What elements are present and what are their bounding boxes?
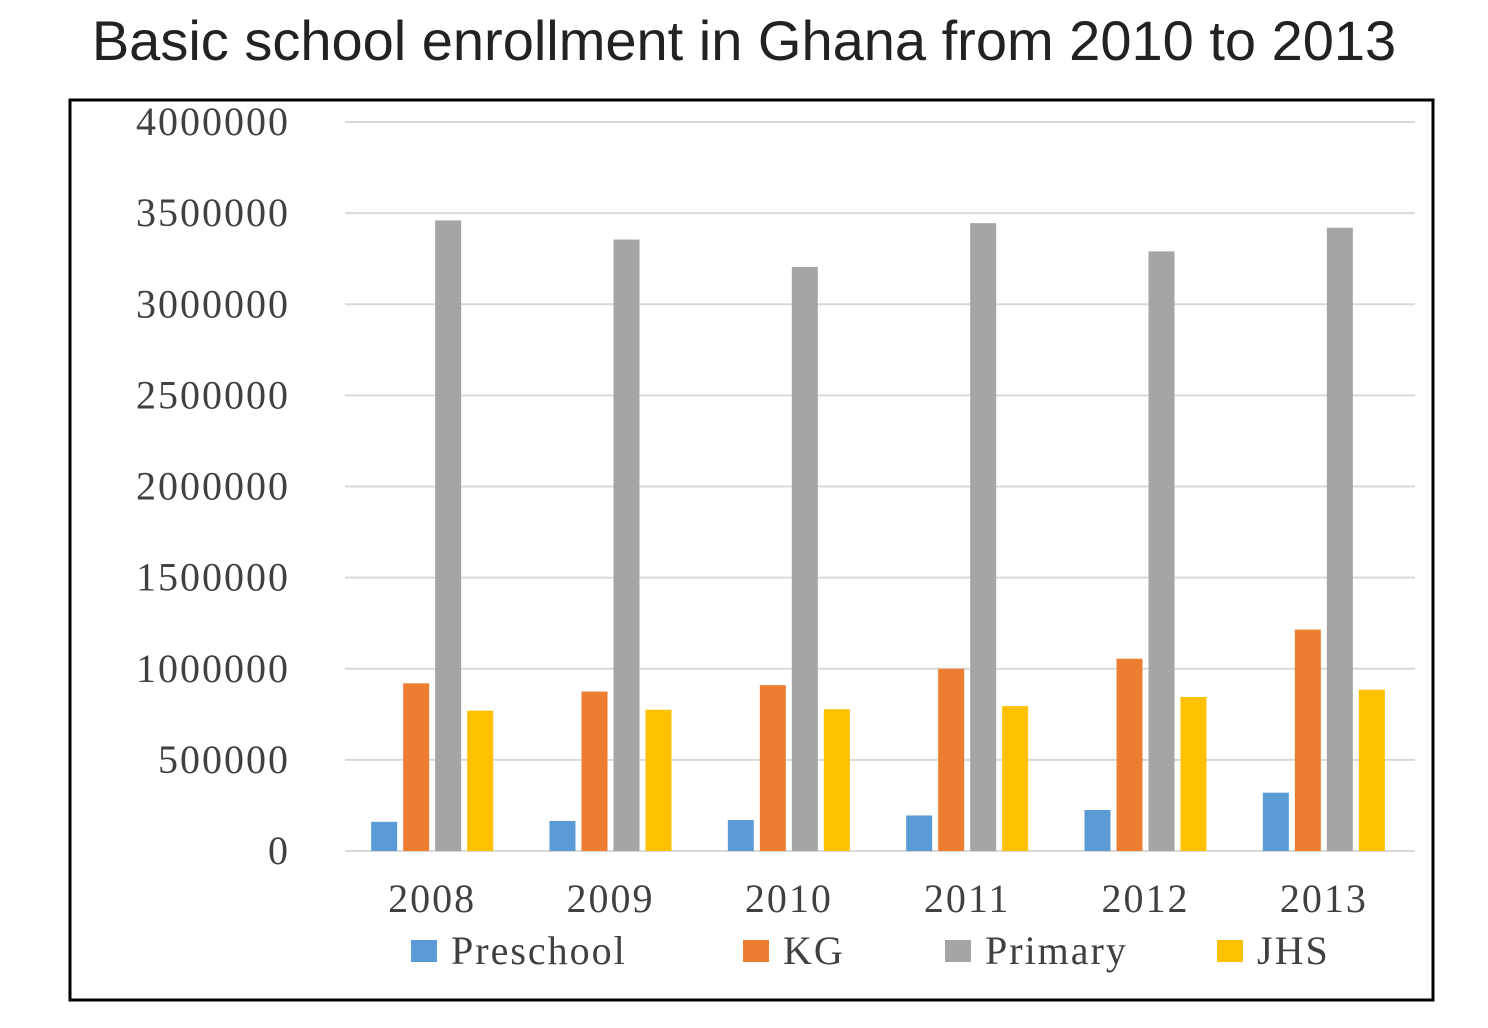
bar-jhs-2012 [1180,696,1207,851]
bar-kg-2008 [403,683,430,851]
y-tick-label: 1500000 [136,555,290,600]
bar-kg-2010 [759,685,786,851]
bar-primary-2013 [1326,227,1353,851]
x-axis-ticks: 2008 2009 2010 2011 2012 2013 [388,876,1368,921]
legend-swatch-primary [945,940,971,962]
legend-label-kg: KG [783,928,845,973]
bar-kg-2012 [1116,658,1143,851]
x-tick-label: 2008 [388,876,476,921]
bar-primary-2010 [791,266,818,851]
legend-label-jhs: JHS [1257,928,1330,973]
x-tick-label: 2011 [924,876,1011,921]
bar-primary-2008 [435,220,462,852]
bar-preschool-2009 [549,820,576,851]
chart-title: Basic school enrollment in Ghana from 20… [91,9,1397,72]
legend-swatch-jhs [1217,940,1243,962]
bar-kg-2013 [1294,629,1321,851]
bar-preschool-2012 [1084,809,1111,851]
bar-primary-2009 [613,239,640,851]
bar-preschool-2008 [371,821,398,851]
y-axis-ticks: 0 500000 1000000 1500000 2000000 2500000 30000… [136,99,290,873]
gridlines [345,121,1415,852]
bar-kg-2011 [938,668,965,851]
legend-label-primary: Primary [985,928,1128,973]
bar-jhs-2010 [823,709,850,851]
bar-primary-2012 [1148,251,1175,851]
bar-jhs-2011 [1002,706,1029,851]
bar-jhs-2009 [645,709,672,851]
y-tick-label: 4000000 [136,99,290,144]
bars [371,220,1385,852]
x-tick-label: 2013 [1280,876,1368,921]
y-tick-label: 2000000 [136,464,290,509]
bar-preschool-2011 [906,815,933,851]
bar-primary-2011 [970,223,997,851]
legend: Preschool KG Primary JHS [411,928,1330,973]
y-tick-label: 3000000 [136,281,290,326]
x-tick-label: 2012 [1102,876,1190,921]
y-tick-label: 0 [268,828,290,873]
y-tick-label: 2500000 [136,372,290,417]
legend-swatch-kg [743,940,769,962]
y-tick-label: 3500000 [136,190,290,235]
legend-swatch-preschool [411,940,437,962]
bar-jhs-2008 [467,710,494,851]
y-tick-label: 1000000 [136,646,290,691]
bar-preschool-2013 [1262,792,1289,851]
bar-preschool-2010 [727,820,754,851]
x-tick-label: 2010 [745,876,833,921]
legend-label-preschool: Preschool [451,928,627,973]
bar-jhs-2013 [1358,689,1385,851]
x-tick-label: 2009 [567,876,655,921]
bar-kg-2009 [581,691,608,851]
y-tick-label: 500000 [158,737,290,782]
